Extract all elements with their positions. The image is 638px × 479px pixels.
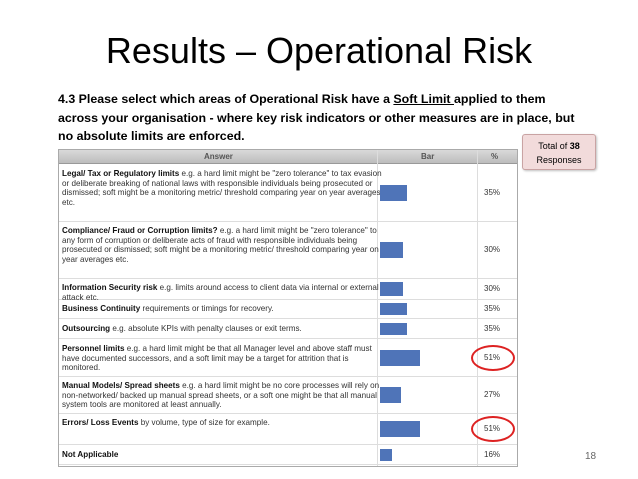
percent-label: 27% xyxy=(484,390,501,399)
answer-description: e.g. a hard limit might be "zero toleran… xyxy=(62,226,379,264)
answer-text: Outsourcing e.g. absolute KPIs with pena… xyxy=(62,324,388,334)
answer-category: Information Security risk xyxy=(62,283,158,292)
percent-label: 35% xyxy=(484,188,501,197)
column-divider xyxy=(477,150,478,466)
percent-label: 30% xyxy=(484,245,501,254)
table-row: Information Security risk e.g. limits ar… xyxy=(59,279,517,302)
results-table: Answer Bar % Legal/ Tax or Regulatory li… xyxy=(58,149,518,467)
question-text-start: 4.3 Please select which areas of Operati… xyxy=(58,92,394,106)
bar-mark xyxy=(380,282,403,296)
table-header: Answer Bar % xyxy=(59,150,517,164)
answer-category: Not Applicable xyxy=(62,450,119,459)
percent-label: 35% xyxy=(484,304,501,313)
answer-description: e.g. a hard limit might be that all Mana… xyxy=(62,344,372,373)
answer-description: e.g. a hard limit might be "zero toleran… xyxy=(62,169,382,207)
answer-category: Manual Models/ Spread sheets xyxy=(62,381,180,390)
answer-text: Not Applicable xyxy=(62,450,388,460)
highlight-circle xyxy=(471,416,515,442)
table-row: Errors/ Loss Events by volume, type of s… xyxy=(59,414,517,445)
answer-text: Errors/ Loss Events by volume, type of s… xyxy=(62,418,388,428)
table-row: Business Continuity requirements or timi… xyxy=(59,300,517,319)
bar-mark xyxy=(380,185,407,201)
total-suffix: Responses xyxy=(536,155,582,165)
answer-text: Legal/ Tax or Regulatory limits e.g. a h… xyxy=(62,169,388,207)
answer-category: Personnel limits xyxy=(62,344,125,353)
table-row: Personnel limits e.g. a hard limit might… xyxy=(59,340,517,377)
page-number: 18 xyxy=(585,451,597,462)
answer-category: Outsourcing xyxy=(62,324,111,333)
answer-text: Business Continuity requirements or timi… xyxy=(62,304,388,314)
header-answer: Answer xyxy=(204,152,233,161)
answer-category: Errors/ Loss Events xyxy=(62,418,139,427)
answer-category: Compliance/ Fraud or Corruption limits? xyxy=(62,226,218,235)
bar-mark xyxy=(380,242,403,258)
bar-mark xyxy=(380,323,407,335)
soft-limit-term: Soft Limit xyxy=(393,92,454,106)
percent-label: 35% xyxy=(484,324,501,333)
bar-mark xyxy=(380,387,401,403)
table-row: Outsourcing e.g. absolute KPIs with pena… xyxy=(59,320,517,339)
highlight-circle xyxy=(471,345,515,371)
column-divider xyxy=(377,150,378,466)
table-row: Legal/ Tax or Regulatory limits e.g. a h… xyxy=(59,165,517,222)
answer-text: Manual Models/ Spread sheets e.g. a hard… xyxy=(62,381,388,410)
answer-description: e.g. limits around access to client data… xyxy=(62,283,379,302)
answer-description: e.g. a hard limit might be no core proce… xyxy=(62,381,380,410)
bar-mark xyxy=(380,421,420,437)
percent-label: 16% xyxy=(484,450,501,459)
answer-text: Compliance/ Fraud or Corruption limits? … xyxy=(62,226,388,264)
question-text: 4.3 Please select which areas of Operati… xyxy=(58,90,578,146)
table-row: Not Applicable 16% xyxy=(59,446,517,465)
table-row: Compliance/ Fraud or Corruption limits? … xyxy=(59,222,517,279)
answer-category: Business Continuity xyxy=(62,304,141,313)
answer-text: Personnel limits e.g. a hard limit might… xyxy=(62,344,388,373)
question-text-end: applied to them across your organisation… xyxy=(58,92,575,143)
total-count: 38 xyxy=(569,141,580,151)
answer-text: Information Security risk e.g. limits ar… xyxy=(62,283,388,302)
percent-label: 30% xyxy=(484,284,501,293)
answer-category: Legal/ Tax or Regulatory limits xyxy=(62,169,180,178)
total-prefix: Total of xyxy=(538,141,570,151)
bar-mark xyxy=(380,449,392,461)
total-responses-badge: Total of 38 Responses xyxy=(522,134,596,170)
header-bar: Bar xyxy=(421,152,435,161)
answer-description: requirements or timings for recovery. xyxy=(140,304,274,313)
bar-mark xyxy=(380,303,407,315)
answer-description: e.g. absolute KPIs with penalty clauses … xyxy=(110,324,302,333)
slide-title: Results – Operational Risk xyxy=(105,30,533,71)
answer-description: by volume, type of size for example. xyxy=(138,418,270,427)
bar-mark xyxy=(380,350,420,366)
header-percent: % xyxy=(491,152,499,161)
table-row: Manual Models/ Spread sheets e.g. a hard… xyxy=(59,377,517,414)
